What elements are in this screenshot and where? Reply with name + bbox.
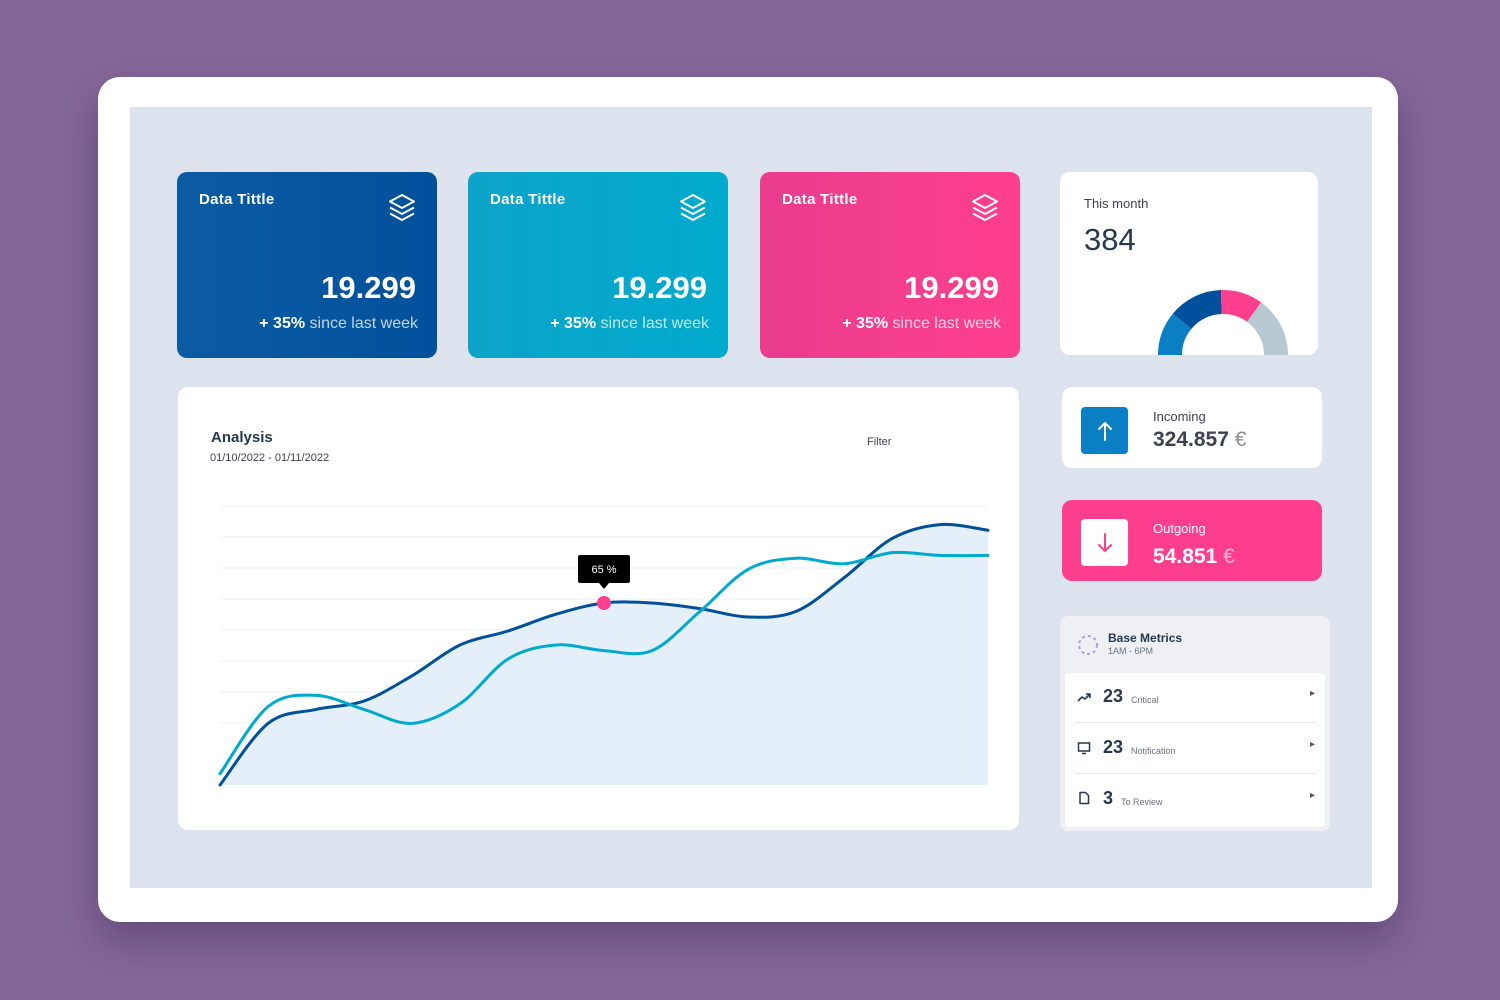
chevron-right-icon: ▸ [1309,790,1315,801]
document-icon [1079,791,1090,805]
month-gauge [1158,290,1288,355]
metric-row-to-review[interactable]: 3 To Review ▸ [1065,775,1325,825]
metric-value: 23 [1103,686,1124,706]
metric-label: To Review [1121,797,1163,807]
incoming-card[interactable]: Incoming 324.857 € [1062,387,1322,468]
arrow-up-icon [1081,407,1128,454]
this-month-card[interactable]: This month 384 [1060,172,1318,355]
gauge-segment-3 [1220,290,1262,323]
layers-icon [680,194,706,221]
stat-card-title: Data Tittle [199,191,275,208]
base-metrics-card: Base Metrics 1AM - 6PM 23 Critical ▸ 23 … [1060,616,1330,831]
outgoing-label: Outgoing [1153,521,1206,536]
outgoing-card[interactable]: Outgoing 54.851 € [1062,500,1322,581]
stat-card-title: Data Tittle [782,191,858,208]
analysis-chart: 65 % [218,505,990,787]
gauge-segment-2 [1172,290,1223,330]
monitor-icon [1077,742,1091,755]
metric-label: Notification [1131,746,1176,756]
divider [1075,722,1315,723]
stat-card-value: 19.299 [612,270,707,305]
metrics-list: 23 Critical ▸ 23 Notification ▸ 3 To Rev… [1065,673,1325,827]
series-area [220,524,988,785]
series-line-2 [218,550,990,776]
layers-icon [972,194,998,221]
incoming-label: Incoming [1153,409,1206,424]
stat-card-3[interactable]: Data Tittle 19.299 + 35% since last week [760,172,1020,358]
stat-card-title: Data Tittle [490,191,566,208]
chevron-right-icon: ▸ [1309,739,1315,750]
metrics-subtitle: 1AM - 6PM [1108,646,1154,656]
stat-card-2[interactable]: Data Tittle 19.299 + 35% since last week [468,172,728,358]
tooltip-label: 65 % [591,564,616,576]
analysis-date-range: 01/10/2022 - 01/11/2022 [210,452,330,464]
stat-card-delta: + 35% since last week [259,315,418,332]
trending-up-icon [1077,693,1091,702]
metric-row-critical[interactable]: 23 Critical ▸ [1065,673,1325,723]
chevron-right-icon: ▸ [1309,688,1315,699]
gauge-segment-1 [1158,313,1192,355]
arrow-down-icon [1081,519,1128,566]
layers-icon [389,194,415,221]
stat-card-value: 19.299 [904,270,999,305]
this-month-value: 384 [1084,222,1136,257]
metric-value: 23 [1103,737,1124,757]
metric-value: 3 [1103,788,1114,808]
stat-card-1[interactable]: Data Tittle 19.299 + 35% since last week [177,172,437,358]
incoming-value: 324.857 € [1153,428,1247,451]
metrics-title: Base Metrics [1108,631,1183,645]
highlight-point[interactable] [597,596,611,610]
this-month-label: This month [1084,196,1149,211]
loading-circle-icon [1078,635,1098,655]
gauge-segment-4 [1246,302,1288,355]
stat-card-delta: + 35% since last week [842,315,1001,332]
chart-tooltip: 65 % [578,555,630,589]
filter-button[interactable]: Filter [867,436,892,448]
outgoing-value: 54.851 € [1153,545,1235,568]
analysis-card: 65 % Analysis 01/10/2022 - 01/11/2022 Fi… [178,387,1019,830]
stat-card-delta: + 35% since last week [550,315,709,332]
divider [1075,773,1315,774]
metric-label: Critical [1131,695,1159,705]
metric-row-notification[interactable]: 23 Notification ▸ [1065,724,1325,774]
stat-card-value: 19.299 [321,270,416,305]
analysis-title: Analysis [211,429,273,446]
